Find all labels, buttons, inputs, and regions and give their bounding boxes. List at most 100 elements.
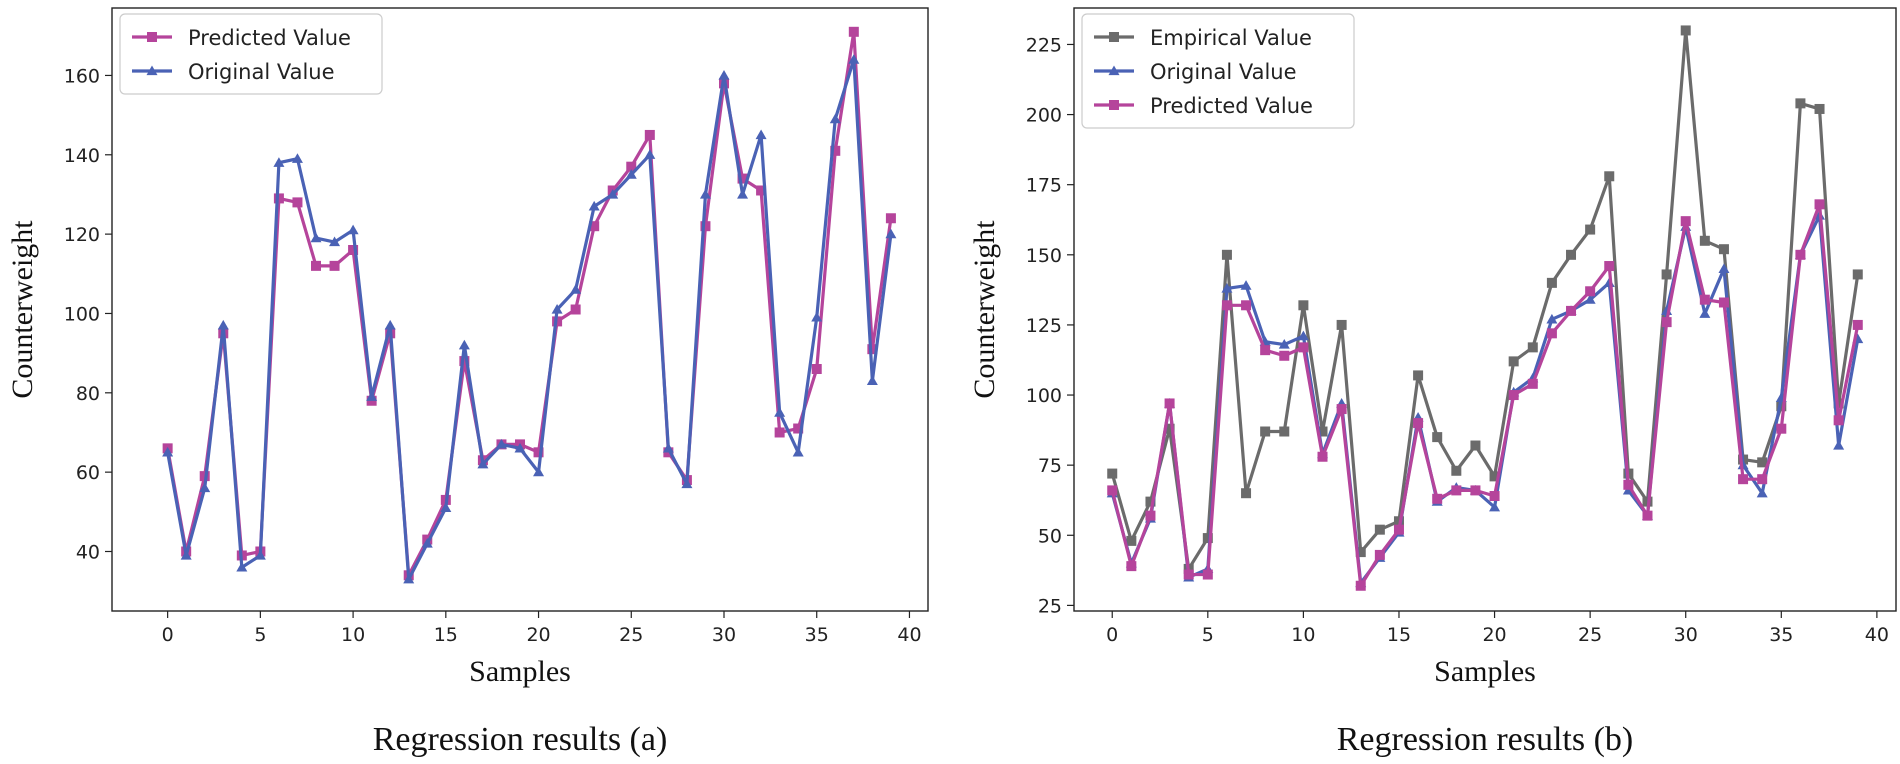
data-point <box>1508 390 1519 401</box>
data-point <box>1795 249 1806 260</box>
data-point <box>570 304 581 315</box>
data-point <box>588 200 600 211</box>
data-point <box>1374 524 1385 535</box>
data-point <box>607 188 619 199</box>
x-tick-label: 20 <box>526 624 550 646</box>
data-point <box>348 244 359 255</box>
data-point <box>1374 549 1385 560</box>
data-point <box>1126 561 1137 572</box>
data-point <box>1107 485 1118 496</box>
data-point <box>1756 487 1768 498</box>
chart-caption: Regression results (b) <box>1337 721 1634 758</box>
data-point <box>403 573 415 584</box>
data-point <box>273 193 284 204</box>
data-point <box>1279 426 1290 437</box>
legend: Empirical Value Original Value Predicted V… <box>1081 13 1355 129</box>
data-point <box>737 173 748 184</box>
data-point <box>662 442 674 453</box>
x-tick-label: 30 <box>712 624 736 646</box>
legend: Predicted Value Original Value <box>119 13 383 95</box>
legend-label: Original Value <box>188 60 335 84</box>
data-point <box>1661 269 1672 280</box>
data-point <box>1279 350 1290 361</box>
data-point <box>1718 244 1729 255</box>
data-point <box>1546 328 1557 339</box>
data-point <box>217 319 229 330</box>
x-tick-label: 10 <box>1291 624 1315 646</box>
data-point <box>700 221 711 232</box>
data-point <box>1145 496 1156 507</box>
data-point <box>1566 249 1577 260</box>
data-point <box>570 284 582 294</box>
data-point <box>1393 524 1404 535</box>
data-point <box>718 69 730 80</box>
data-point <box>699 188 711 199</box>
series-original-value <box>162 54 897 584</box>
data-point <box>793 423 804 434</box>
data-point <box>589 221 600 232</box>
legend-label: Predicted Value <box>188 26 351 50</box>
chart-b: 0 5 10 15 20 25 30 35 40 25 50 75 100 125 150 175 200 225… <box>968 7 1897 758</box>
legend-item: Predicted Value <box>132 26 351 50</box>
y-tick-label: 225 <box>1026 34 1062 56</box>
data-point <box>1240 280 1252 290</box>
x-tick-label: 20 <box>1482 624 1506 646</box>
y-tick-label: 160 <box>64 65 100 87</box>
data-point <box>1718 297 1729 308</box>
data-point <box>1298 300 1309 311</box>
x-tick-label: 35 <box>1769 624 1793 646</box>
data-point <box>1164 423 1175 434</box>
data-point <box>1470 485 1481 496</box>
data-point <box>1241 488 1252 499</box>
data-point <box>1107 468 1118 479</box>
series-line <box>166 30 893 577</box>
legend-item: Predicted Value <box>1094 94 1313 118</box>
y-tick-label: 120 <box>64 224 100 246</box>
data-point <box>1202 533 1213 544</box>
data-point <box>1489 471 1500 482</box>
data-point <box>885 213 896 224</box>
data-point <box>236 561 248 572</box>
data-point <box>811 364 822 375</box>
y-axis-label: Counterweight <box>6 220 39 399</box>
y-tick-label: 75 <box>1038 455 1062 477</box>
data-point <box>1241 300 1252 311</box>
data-point <box>273 157 285 167</box>
data-point <box>1776 401 1787 412</box>
data-point <box>625 169 637 179</box>
data-point <box>1833 415 1844 426</box>
data-point <box>1470 440 1481 451</box>
x-tick-label: 10 <box>341 624 365 646</box>
legend-item: Original Value <box>1094 60 1297 84</box>
data-point <box>1145 510 1156 521</box>
data-point <box>1584 294 1596 304</box>
x-tick-label: 25 <box>619 624 643 646</box>
data-point <box>811 311 823 322</box>
data-point <box>1699 294 1710 305</box>
y-tick-label: 125 <box>1026 315 1062 337</box>
legend-marker <box>146 65 158 76</box>
x-tick-label: 40 <box>897 624 921 646</box>
data-point <box>1221 282 1233 293</box>
data-point <box>1336 319 1347 330</box>
x-tick-label: 15 <box>1387 624 1411 646</box>
data-point <box>1680 25 1691 36</box>
data-point <box>755 129 767 140</box>
data-point <box>459 356 470 367</box>
data-point <box>1680 216 1691 227</box>
data-point <box>1413 418 1424 429</box>
data-point <box>885 228 897 239</box>
data-point <box>1260 345 1271 356</box>
x-tick-label: 15 <box>434 624 458 646</box>
x-axis-label: Samples <box>469 655 571 688</box>
chart-caption: Regression results (a) <box>373 721 668 758</box>
legend-marker <box>1108 65 1120 76</box>
data-point <box>1432 432 1443 443</box>
series-predicted-value <box>1107 199 1863 591</box>
x-tick-label: 40 <box>1865 624 1889 646</box>
data-point <box>644 149 656 159</box>
data-point <box>1585 286 1596 297</box>
data-point <box>1355 547 1366 558</box>
data-point <box>848 54 860 64</box>
